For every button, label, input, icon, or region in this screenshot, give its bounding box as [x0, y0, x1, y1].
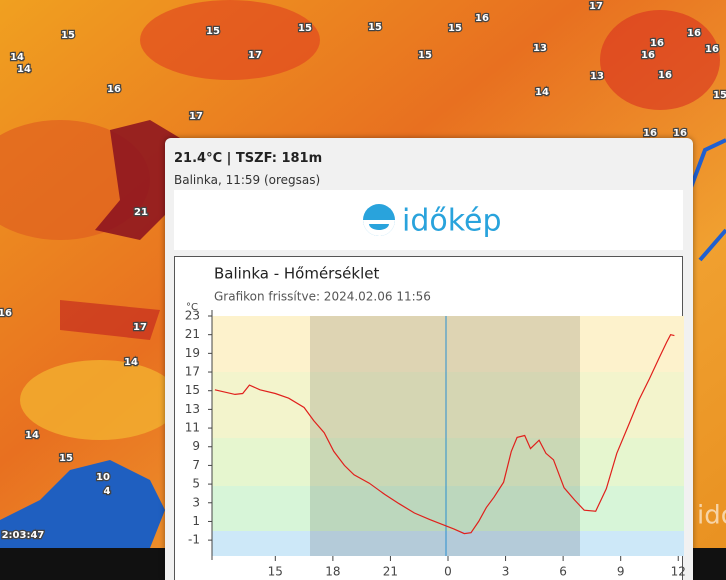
watermark: időkép: [697, 501, 726, 531]
y-tick-label: 13: [185, 402, 200, 416]
x-tick-label: 15: [268, 565, 283, 579]
x-tick-label: 6: [559, 565, 567, 579]
logo: időkép: [174, 190, 683, 250]
map-label: 17: [248, 50, 262, 61]
map-label: 14: [25, 430, 39, 441]
map-label: 15: [59, 453, 73, 464]
map-label: 13: [590, 71, 604, 82]
y-tick-label: 5: [192, 477, 200, 491]
map-label: 16: [641, 50, 655, 61]
map-label: 16: [643, 128, 657, 139]
logo-graphic: időkép: [363, 204, 502, 239]
map-label: 4: [104, 486, 111, 497]
map-label: 21: [134, 207, 148, 218]
x-tick-label: 21: [383, 565, 398, 579]
y-tick-label: 19: [185, 346, 200, 360]
map-label: 16: [650, 38, 664, 49]
map-label: 17: [589, 1, 603, 12]
x-tick-label: 0: [444, 565, 452, 579]
y-tick-label: 3: [192, 495, 200, 509]
map-label: 16: [475, 13, 489, 24]
map-label: 2:03:47: [2, 530, 45, 541]
y-tick-label: 9: [192, 439, 200, 453]
map-label: 14: [10, 52, 24, 63]
map-label: 17: [189, 111, 203, 122]
y-tick-label: 11: [185, 421, 200, 435]
map-label: 17: [133, 322, 147, 333]
map-label: 15: [368, 22, 382, 33]
map-label: 16: [0, 308, 12, 319]
map-label: 16: [687, 28, 701, 39]
map-label: 15: [206, 26, 220, 37]
y-tick-label: 21: [185, 327, 200, 341]
map-label: 16: [107, 84, 121, 95]
y-tick-label: 7: [192, 458, 200, 472]
chart-title: Balinka - Hőmérséklet: [214, 265, 379, 283]
map-label: 10: [96, 472, 110, 483]
map-label: 13: [533, 43, 547, 54]
temperature-line: [214, 334, 675, 535]
x-tick-label: 18: [325, 565, 340, 579]
map-label: 15: [298, 23, 312, 34]
map-label: 16: [705, 44, 719, 55]
map-label: 15: [448, 23, 462, 34]
x-tick-label: 3: [502, 565, 510, 579]
y-tick-label: 15: [185, 383, 200, 397]
map-label: 15: [61, 30, 75, 41]
map-label: 15: [713, 90, 726, 101]
logo-text: időkép: [402, 204, 502, 239]
x-tick-label: 9: [617, 565, 625, 579]
map-label: 16: [673, 128, 687, 139]
x-tick-label: 12: [671, 565, 686, 579]
popup-subtitle: Balinka, 11:59 (oregsas): [174, 173, 321, 187]
chart-subtitle: Grafikon frissítve: 2024.02.06 11:56: [214, 290, 431, 304]
map-label: 14: [535, 87, 549, 98]
map-label: 16: [658, 70, 672, 81]
y-tick-label: 17: [185, 365, 200, 379]
map-label: 14: [124, 357, 138, 368]
y-tick-label: 23: [185, 309, 200, 323]
y-tick-label: 1: [192, 514, 200, 528]
popup-title: 21.4°C | TSZF: 181m: [174, 151, 323, 166]
y-unit: °C: [186, 302, 198, 313]
y-tick-label: -1: [188, 533, 200, 547]
map-label: 14: [17, 64, 31, 75]
map-label: 15: [418, 50, 432, 61]
